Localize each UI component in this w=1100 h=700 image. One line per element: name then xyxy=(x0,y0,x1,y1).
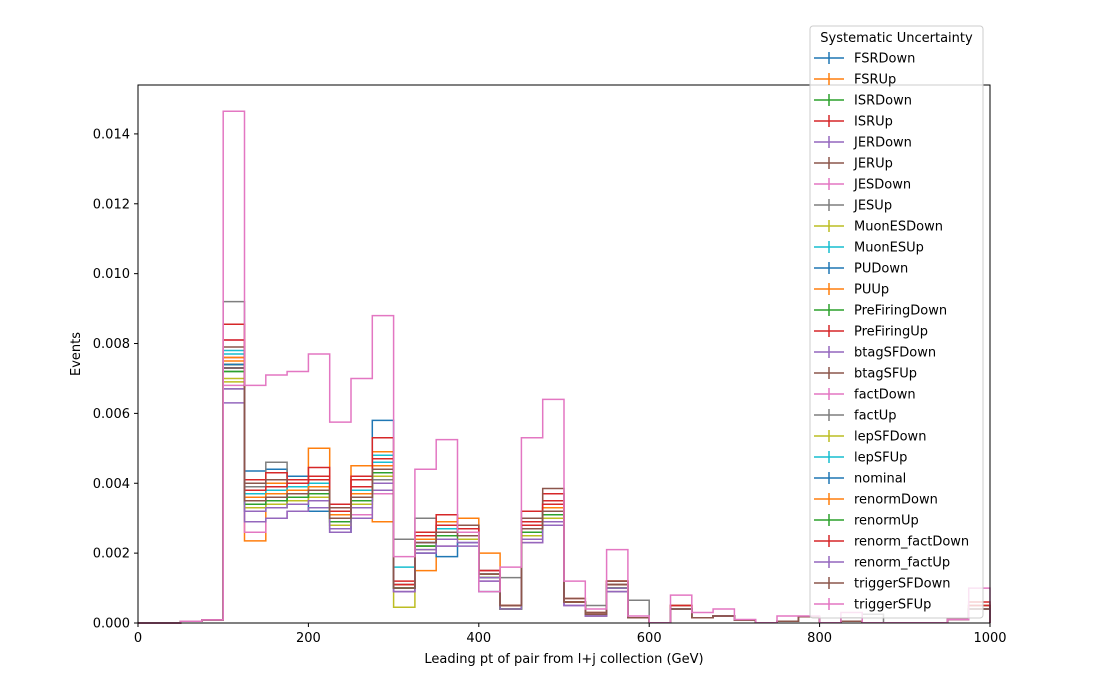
legend-label: renorm_factUp xyxy=(854,556,950,571)
legend-item-JERDown: JERDown xyxy=(814,136,912,151)
legend-label: JERUp xyxy=(853,157,893,172)
legend-item-PUUp: PUUp xyxy=(814,283,889,298)
legend-item-btagSFDown: btagSFDown xyxy=(814,346,936,361)
y-tick-label: 0.006 xyxy=(93,407,130,422)
legend-label: ISRUp xyxy=(854,115,893,130)
legend-label: MuonESUp xyxy=(854,241,924,256)
x-axis-ticks: 0 200 400 600 800 1000 xyxy=(134,623,1007,646)
legend-item-MuonESUp: MuonESUp xyxy=(814,241,924,256)
legend-item-FSRUp: FSRUp xyxy=(814,73,896,88)
legend-label: btagSFDown xyxy=(854,346,936,361)
legend-item-ISRUp: ISRUp xyxy=(814,115,893,130)
legend-label: renormDown xyxy=(854,493,938,508)
legend-label: PreFiringUp xyxy=(854,325,928,340)
legend-item-renorm_factUp: renorm_factUp xyxy=(814,556,950,571)
x-tick-label: 1000 xyxy=(973,631,1006,646)
x-axis-label: Leading pt of pair from l+j collection (… xyxy=(424,652,703,667)
legend-label: lepSFDown xyxy=(854,430,926,445)
legend-item-lepSFUp: lepSFUp xyxy=(814,451,907,466)
legend-label: FSRUp xyxy=(854,73,896,88)
x-tick-label: 600 xyxy=(637,631,662,646)
legend-item-factDown: factDown xyxy=(814,388,916,403)
legend-label: MuonESDown xyxy=(854,220,943,235)
legend-label: nominal xyxy=(854,472,906,487)
legend-label: factDown xyxy=(854,388,916,403)
x-tick-label: 200 xyxy=(296,631,321,646)
legend-item-JESDown: JESDown xyxy=(814,178,911,193)
legend-label: triggerSFUp xyxy=(854,598,931,613)
legend-label: JESDown xyxy=(853,178,911,193)
legend-title: Systematic Uncertainty xyxy=(820,31,973,46)
legend-item-renorm_factDown: renorm_factDown xyxy=(814,535,969,550)
plot-area-frame xyxy=(137,84,991,624)
y-tick-label: 0.010 xyxy=(93,267,130,282)
y-tick-label: 0.000 xyxy=(93,617,130,632)
legend-label: factUp xyxy=(854,409,897,424)
legend-item-PUDown: PUDown xyxy=(814,262,908,277)
y-tick-label: 0.004 xyxy=(93,477,130,492)
y-tick-label: 0.008 xyxy=(93,337,130,352)
legend-item-PreFiringDown: PreFiringDown xyxy=(814,304,947,319)
legend-item-MuonESDown: MuonESDown xyxy=(814,220,943,235)
legend-item-btagSFUp: btagSFUp xyxy=(814,367,917,382)
legend-label: renormUp xyxy=(854,514,919,529)
legend-item-triggerSFUp: triggerSFUp xyxy=(814,598,931,613)
legend-label: JERDown xyxy=(853,136,912,151)
legend-label: renorm_factDown xyxy=(854,535,969,550)
x-tick-label: 800 xyxy=(807,631,832,646)
y-tick-label: 0.002 xyxy=(93,547,130,562)
legend-label: triggerSFDown xyxy=(854,577,950,592)
legend-item-JERUp: JERUp xyxy=(814,157,893,172)
y-axis-ticks: 0.000 0.002 0.004 0.006 0.008 0.010 0.012 0.014 xyxy=(93,127,138,632)
legend-label: JESUp xyxy=(853,199,892,214)
y-axis-label: Events xyxy=(69,332,84,376)
legend-item-factUp: factUp xyxy=(814,409,897,424)
legend-item-renormUp: renormUp xyxy=(814,514,919,529)
legend-item-ISRDown: ISRDown xyxy=(814,94,912,109)
legend-item-nominal: nominal xyxy=(814,472,906,487)
legend-items: FSRDown FSRUp ISRDown ISRUp JERDown JERUp JESD… xyxy=(814,52,969,613)
y-tick-label: 0.012 xyxy=(93,197,130,212)
legend-label: FSRDown xyxy=(854,52,915,67)
y-tick-label: 0.014 xyxy=(93,127,130,142)
x-tick-label: 400 xyxy=(466,631,491,646)
legend-label: ISRDown xyxy=(854,94,912,109)
legend-label: lepSFUp xyxy=(854,451,907,466)
legend-item-JESUp: JESUp xyxy=(814,199,892,214)
legend-item-triggerSFDown: triggerSFDown xyxy=(814,577,950,592)
legend-item-renormDown: renormDown xyxy=(814,493,938,508)
legend-item-lepSFDown: lepSFDown xyxy=(814,430,926,445)
legend-item-PreFiringUp: PreFiringUp xyxy=(814,325,928,340)
legend-label: PreFiringDown xyxy=(854,304,947,319)
x-tick-label: 0 xyxy=(134,631,142,646)
legend-label: btagSFUp xyxy=(854,367,917,382)
legend: Systematic Uncertainty FSRDown FSRUp ISRDo… xyxy=(809,25,984,619)
legend-label: PUDown xyxy=(854,262,908,277)
legend-label: PUUp xyxy=(854,283,889,298)
legend-item-FSRDown: FSRDown xyxy=(814,52,915,67)
legend-box xyxy=(809,25,984,619)
